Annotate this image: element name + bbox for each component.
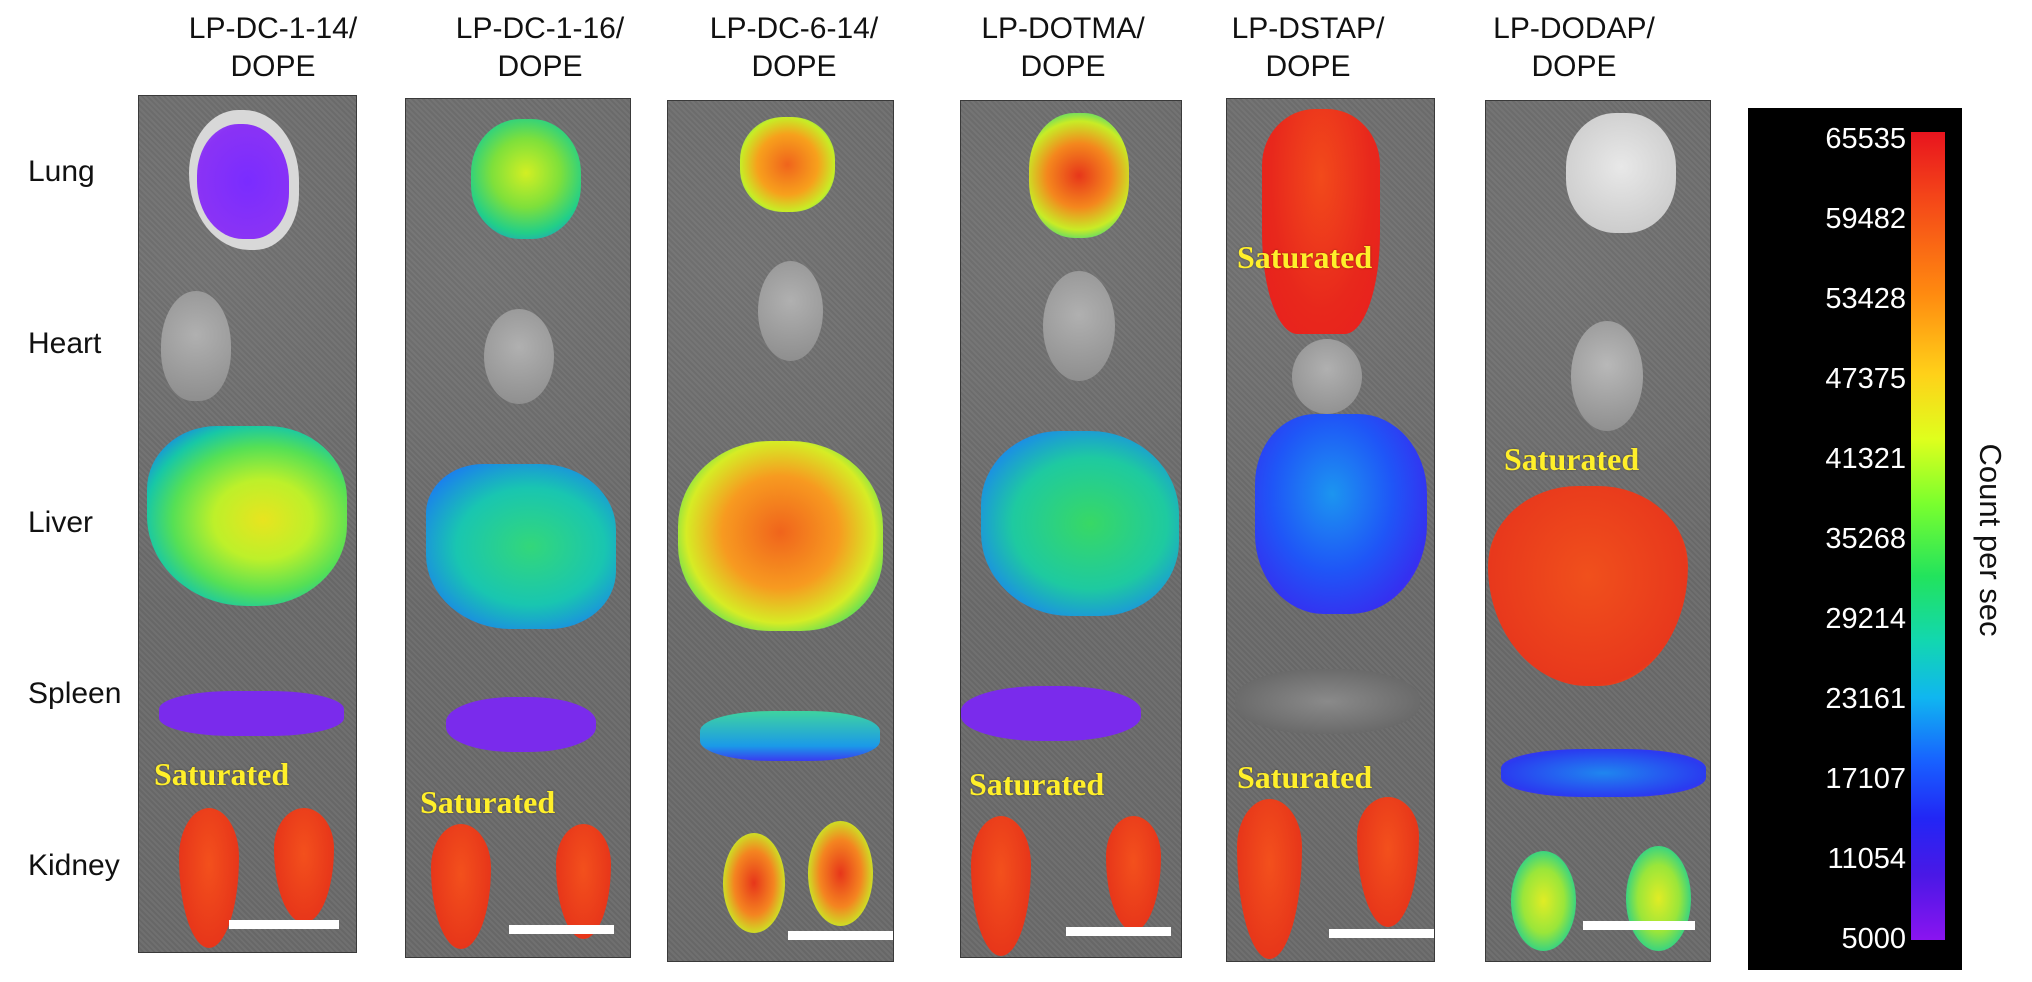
colorbar-tick: 41321 — [1825, 443, 1906, 475]
colorbar-tick: 11054 — [1827, 843, 1907, 875]
heart-organ — [1043, 271, 1115, 381]
lung-signal — [1262, 109, 1380, 334]
saturated-label: Saturated — [1237, 239, 1373, 275]
heart-organ — [484, 309, 554, 404]
colorbar-tick: 5000 — [1841, 923, 1906, 955]
kidney-left-signal — [971, 816, 1031, 956]
liver-signal — [981, 431, 1179, 616]
scale-bar — [1329, 929, 1434, 938]
colorbar-tick: 59482 — [1825, 203, 1906, 235]
liver-signal — [147, 426, 347, 606]
kidney-right-signal — [808, 821, 873, 926]
spleen-signal — [700, 711, 880, 761]
colorbar-label: Count per sec — [1973, 443, 2008, 637]
colorbar-tick: 29214 — [1825, 603, 1906, 635]
row-label-lung: Lung — [28, 155, 95, 188]
liver-signal — [678, 441, 883, 631]
image-panel-2: Saturated — [405, 98, 631, 958]
kidney-right-signal — [1106, 816, 1161, 931]
colorbar-gradient — [1911, 132, 1945, 940]
saturated-label: Saturated — [420, 784, 556, 820]
image-panel-6: Saturated — [1485, 100, 1711, 962]
saturated-label: Saturated — [154, 756, 290, 792]
kidney-left-signal — [723, 833, 785, 933]
liver-signal — [1488, 486, 1688, 686]
colorbar-tick: 65535 — [1825, 123, 1906, 155]
colorbar-tick: 23161 — [1825, 683, 1906, 715]
colorbar: 65535 59482 53428 47375 41321 35268 2921… — [1748, 108, 1962, 970]
image-panel-3 — [667, 100, 894, 962]
lung-signal — [1029, 113, 1129, 238]
scale-bar — [229, 920, 339, 929]
row-label-liver: Liver — [28, 506, 94, 539]
kidney-right-signal — [274, 808, 334, 923]
heart-organ — [161, 291, 231, 401]
lung-organ — [1566, 113, 1676, 233]
column-title-3: LP-DC-6-14/ DOPE — [709, 12, 879, 83]
kidney-right-signal — [556, 824, 611, 939]
heart-organ — [1571, 321, 1643, 431]
saturated-label: Saturated — [1504, 441, 1640, 477]
heart-organ — [758, 261, 823, 361]
lung-signal — [471, 119, 581, 239]
scale-bar — [788, 931, 893, 940]
colorbar-tick: 17107 — [1825, 763, 1906, 795]
kidney-right-signal — [1626, 846, 1691, 951]
column-title-4: LP-DOTMA/ DOPE — [981, 12, 1145, 83]
colorbar-tick: 35268 — [1825, 523, 1906, 555]
image-panel-1: Saturated — [138, 95, 357, 953]
row-label-heart: Heart — [28, 327, 102, 360]
image-panel-4: Saturated — [960, 100, 1182, 958]
saturated-label: Saturated — [969, 766, 1105, 802]
colorbar-tick: 53428 — [1825, 283, 1906, 315]
row-label-spleen: Spleen — [28, 677, 122, 710]
row-label-kidney: Kidney — [28, 849, 120, 882]
scale-bar — [1583, 921, 1695, 930]
liver-signal — [1255, 414, 1427, 614]
liver-signal — [426, 464, 616, 629]
column-title-1: LP-DC-1-14/ DOPE — [188, 12, 358, 83]
heart-organ — [1292, 339, 1362, 414]
spleen-signal — [1501, 749, 1706, 797]
image-panel-5: Saturated Saturated — [1226, 98, 1435, 962]
kidney-left-signal — [1511, 851, 1576, 951]
kidney-right-signal — [1357, 797, 1419, 927]
kidney-left-signal — [1237, 799, 1302, 959]
saturated-label: Saturated — [1237, 759, 1373, 795]
column-title-5: LP-DSTAP/ DOPE — [1231, 12, 1385, 83]
lung-signal — [197, 124, 289, 239]
scale-bar — [1066, 927, 1171, 936]
column-title-6: LP-DODAP/ DOPE — [1493, 12, 1655, 83]
spleen-signal — [961, 686, 1141, 741]
lung-signal — [740, 117, 835, 212]
column-title-2: LP-DC-1-16/ DOPE — [455, 12, 625, 83]
spleen-signal — [446, 697, 596, 752]
scale-bar — [509, 925, 614, 934]
colorbar-tick: 47375 — [1825, 363, 1906, 395]
kidney-left-signal — [431, 824, 491, 949]
spleen-organ — [1235, 669, 1420, 734]
spleen-signal — [159, 691, 344, 736]
